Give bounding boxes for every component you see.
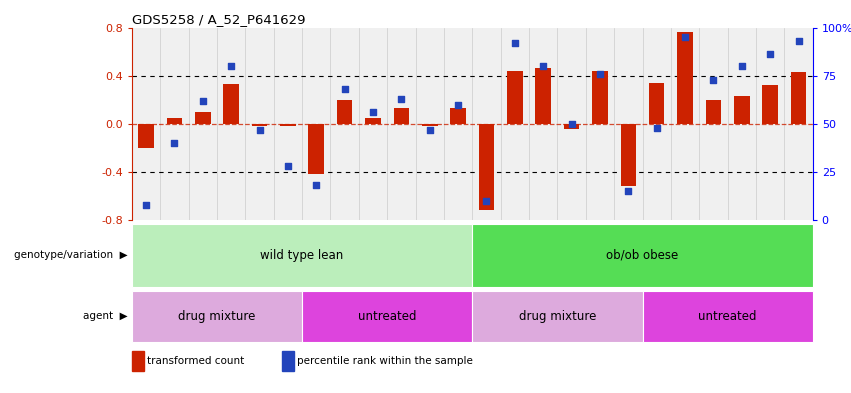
Point <box>536 63 550 69</box>
Bar <box>167 118 182 124</box>
Bar <box>387 28 415 220</box>
Bar <box>592 71 608 124</box>
Bar <box>280 124 296 126</box>
Text: untreated: untreated <box>699 310 757 323</box>
Point <box>310 182 323 189</box>
Bar <box>791 72 807 124</box>
Text: drug mixture: drug mixture <box>519 310 596 323</box>
Bar <box>557 28 585 220</box>
Bar <box>217 28 245 220</box>
Point <box>735 63 749 69</box>
Point <box>196 97 209 104</box>
Bar <box>563 124 580 129</box>
Bar <box>585 28 614 220</box>
Point <box>253 127 266 133</box>
Bar <box>500 28 529 220</box>
Bar <box>302 28 330 220</box>
Point <box>423 127 437 133</box>
Bar <box>507 71 523 124</box>
Bar <box>643 291 813 342</box>
Bar <box>132 291 302 342</box>
Text: untreated: untreated <box>358 310 416 323</box>
Bar <box>762 85 778 124</box>
Bar <box>422 124 437 126</box>
Point <box>763 51 777 58</box>
Bar <box>478 124 494 210</box>
Bar <box>132 224 472 287</box>
Bar <box>393 108 409 124</box>
Bar <box>529 28 557 220</box>
Bar <box>189 28 217 220</box>
Bar <box>252 124 267 126</box>
Bar <box>160 28 189 220</box>
Point <box>281 163 294 169</box>
Bar <box>132 351 144 371</box>
Point <box>338 86 351 92</box>
Point <box>678 34 692 40</box>
Bar <box>472 291 643 342</box>
Bar <box>671 28 700 220</box>
Bar <box>734 96 750 124</box>
Bar <box>195 112 211 124</box>
Point <box>480 198 494 204</box>
Point <box>565 121 579 127</box>
Bar <box>223 84 239 124</box>
Point <box>508 40 522 46</box>
Text: ob/ob obese: ob/ob obese <box>607 249 678 262</box>
Bar <box>132 28 160 220</box>
Bar <box>330 28 359 220</box>
Bar <box>245 28 274 220</box>
Bar <box>700 28 728 220</box>
Text: genotype/variation  ▶: genotype/variation ▶ <box>14 250 128 261</box>
Bar <box>415 28 444 220</box>
Bar <box>302 291 472 342</box>
Text: wild type lean: wild type lean <box>260 249 344 262</box>
Bar <box>614 28 643 220</box>
Text: agent  ▶: agent ▶ <box>83 311 128 321</box>
Bar <box>643 28 671 220</box>
Point <box>650 125 664 131</box>
Point <box>791 38 805 44</box>
Point <box>140 202 153 208</box>
Bar <box>359 28 387 220</box>
Point <box>366 109 380 116</box>
Text: drug mixture: drug mixture <box>179 310 255 323</box>
Bar <box>472 28 500 220</box>
Point <box>706 76 720 83</box>
Point <box>451 101 465 108</box>
Bar <box>705 100 722 124</box>
Bar <box>308 124 324 174</box>
Bar <box>728 28 756 220</box>
Bar <box>337 100 352 124</box>
Bar <box>649 83 665 124</box>
Bar <box>620 124 637 186</box>
Bar <box>535 68 551 124</box>
Point <box>593 71 607 77</box>
Bar <box>472 224 813 287</box>
Text: GDS5258 / A_52_P641629: GDS5258 / A_52_P641629 <box>132 13 306 26</box>
Point <box>225 63 238 69</box>
Bar <box>138 124 154 148</box>
Point <box>168 140 181 146</box>
Point <box>395 95 408 102</box>
Text: percentile rank within the sample: percentile rank within the sample <box>297 356 472 366</box>
Bar <box>450 108 466 124</box>
Bar <box>785 28 813 220</box>
Bar <box>444 28 472 220</box>
Bar <box>677 32 693 124</box>
Bar <box>274 28 302 220</box>
Bar <box>282 351 294 371</box>
Bar <box>365 118 380 124</box>
Point <box>621 188 635 194</box>
Bar <box>756 28 785 220</box>
Text: transformed count: transformed count <box>147 356 244 366</box>
